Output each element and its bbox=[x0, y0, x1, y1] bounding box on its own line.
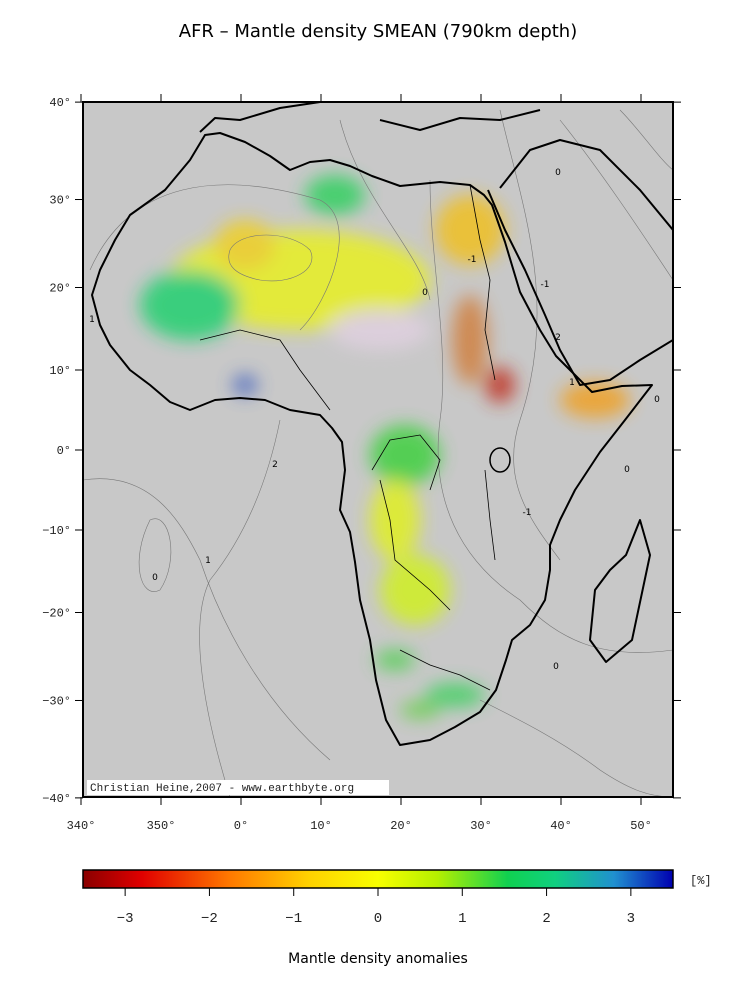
contour-label: 0 bbox=[654, 395, 660, 405]
colorbar-tick-label: −1 bbox=[285, 911, 302, 927]
lat-label: 30° bbox=[49, 194, 71, 208]
coastlines bbox=[91, 102, 673, 746]
contour-label: 0 bbox=[422, 288, 428, 298]
colorbar-label: Mantle density anomalies bbox=[288, 951, 468, 967]
contour-label: 0 bbox=[152, 573, 158, 583]
contour-label: 1 bbox=[205, 556, 211, 566]
contour-label: 2 bbox=[272, 460, 278, 470]
anomaly-field bbox=[140, 175, 630, 718]
lat-label: −40° bbox=[42, 792, 71, 806]
colorbar-unit: [%] bbox=[690, 874, 712, 888]
axes: 40° 30° 20° 10° 0° −10° −20° −30° −40° 340° 350° 0°… bbox=[42, 94, 681, 833]
lon-label: 50° bbox=[630, 819, 652, 833]
colorbar-tick-label: 2 bbox=[542, 911, 550, 927]
lon-label: 340° bbox=[67, 819, 96, 833]
colorbar-tick-label: −2 bbox=[201, 911, 218, 927]
lon-label: 20° bbox=[390, 819, 412, 833]
contour-label: 2 bbox=[555, 333, 561, 343]
rivers-lakes bbox=[199, 184, 511, 691]
credit-box bbox=[87, 780, 389, 795]
contour-label: -1 bbox=[523, 508, 532, 518]
lon-label: 40° bbox=[550, 819, 572, 833]
contour-label: 1 bbox=[569, 378, 575, 388]
colorbar-tick-label: 1 bbox=[458, 911, 466, 927]
colorbar-tick-label: 3 bbox=[627, 911, 635, 927]
colorbar-tick-label: −3 bbox=[117, 911, 134, 927]
credit: Christian Heine,2007 - www.earthbyte.org bbox=[90, 783, 354, 795]
contour-label: 0 bbox=[624, 465, 630, 475]
contour-label: 1 bbox=[89, 315, 95, 325]
title: AFR – Mantle density SMEAN (790km depth) bbox=[179, 21, 577, 42]
contour-label: 0 bbox=[555, 168, 561, 178]
colorbar-tick-label: 0 bbox=[374, 911, 382, 927]
colorbar-ticks: −3 −2 −1 0 1 2 3 bbox=[117, 888, 635, 927]
lon-label: 10° bbox=[310, 819, 332, 833]
lon-label: 350° bbox=[147, 819, 176, 833]
lat-label: −20° bbox=[42, 607, 71, 621]
contour-label: -1 bbox=[468, 255, 477, 265]
lon-label: 0° bbox=[234, 819, 248, 833]
contours bbox=[83, 109, 673, 797]
lat-label: 10° bbox=[49, 364, 71, 378]
contour-label: -1 bbox=[541, 280, 550, 290]
lat-label: 40° bbox=[49, 96, 71, 110]
map: 0 -1 0 1 -1 2 1 2 0 0 -1 0 1 0 bbox=[83, 102, 673, 797]
contour-label: 0 bbox=[553, 662, 559, 672]
lat-label: 20° bbox=[49, 281, 71, 295]
contour-labels: 0 -1 0 1 -1 2 1 2 0 0 -1 0 1 0 bbox=[89, 168, 660, 672]
lat-label: −30° bbox=[42, 694, 71, 708]
colorbar bbox=[82, 869, 674, 889]
lat-label: 0° bbox=[57, 444, 71, 458]
lon-label: 30° bbox=[470, 819, 492, 833]
lat-label: −10° bbox=[42, 524, 71, 538]
